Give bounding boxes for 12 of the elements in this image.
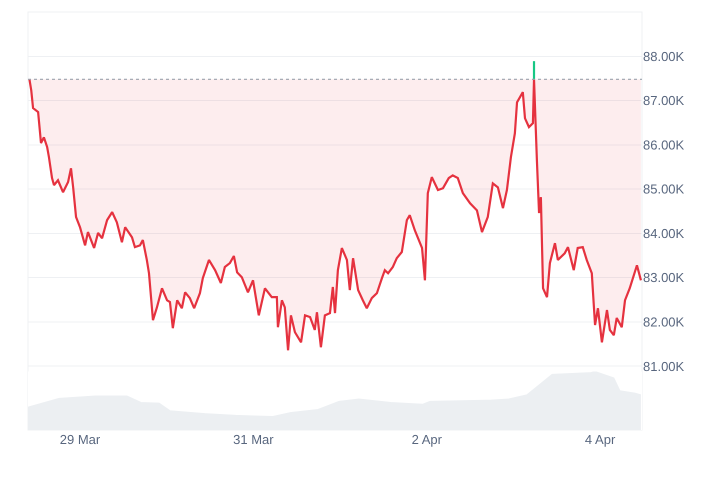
y-tick-label: 83.00K xyxy=(643,270,685,286)
y-tick-label: 85.00K xyxy=(643,182,685,197)
x-tick-label: 29 Mar xyxy=(60,432,101,447)
x-tick-label: 2 Apr xyxy=(412,432,443,447)
y-tick-label: 81.00K xyxy=(643,358,685,374)
x-tick-label: 31 Mar xyxy=(233,432,274,447)
y-tick-label: 86.00K xyxy=(643,137,685,152)
y-tick-label: 87.00K xyxy=(643,93,685,108)
y-tick-label: 88.00K xyxy=(643,48,685,64)
x-tick-label: 4 Apr xyxy=(584,432,616,447)
y-tick-label: 82.00K xyxy=(643,314,685,330)
y-tick-label: 84.00K xyxy=(643,226,685,241)
